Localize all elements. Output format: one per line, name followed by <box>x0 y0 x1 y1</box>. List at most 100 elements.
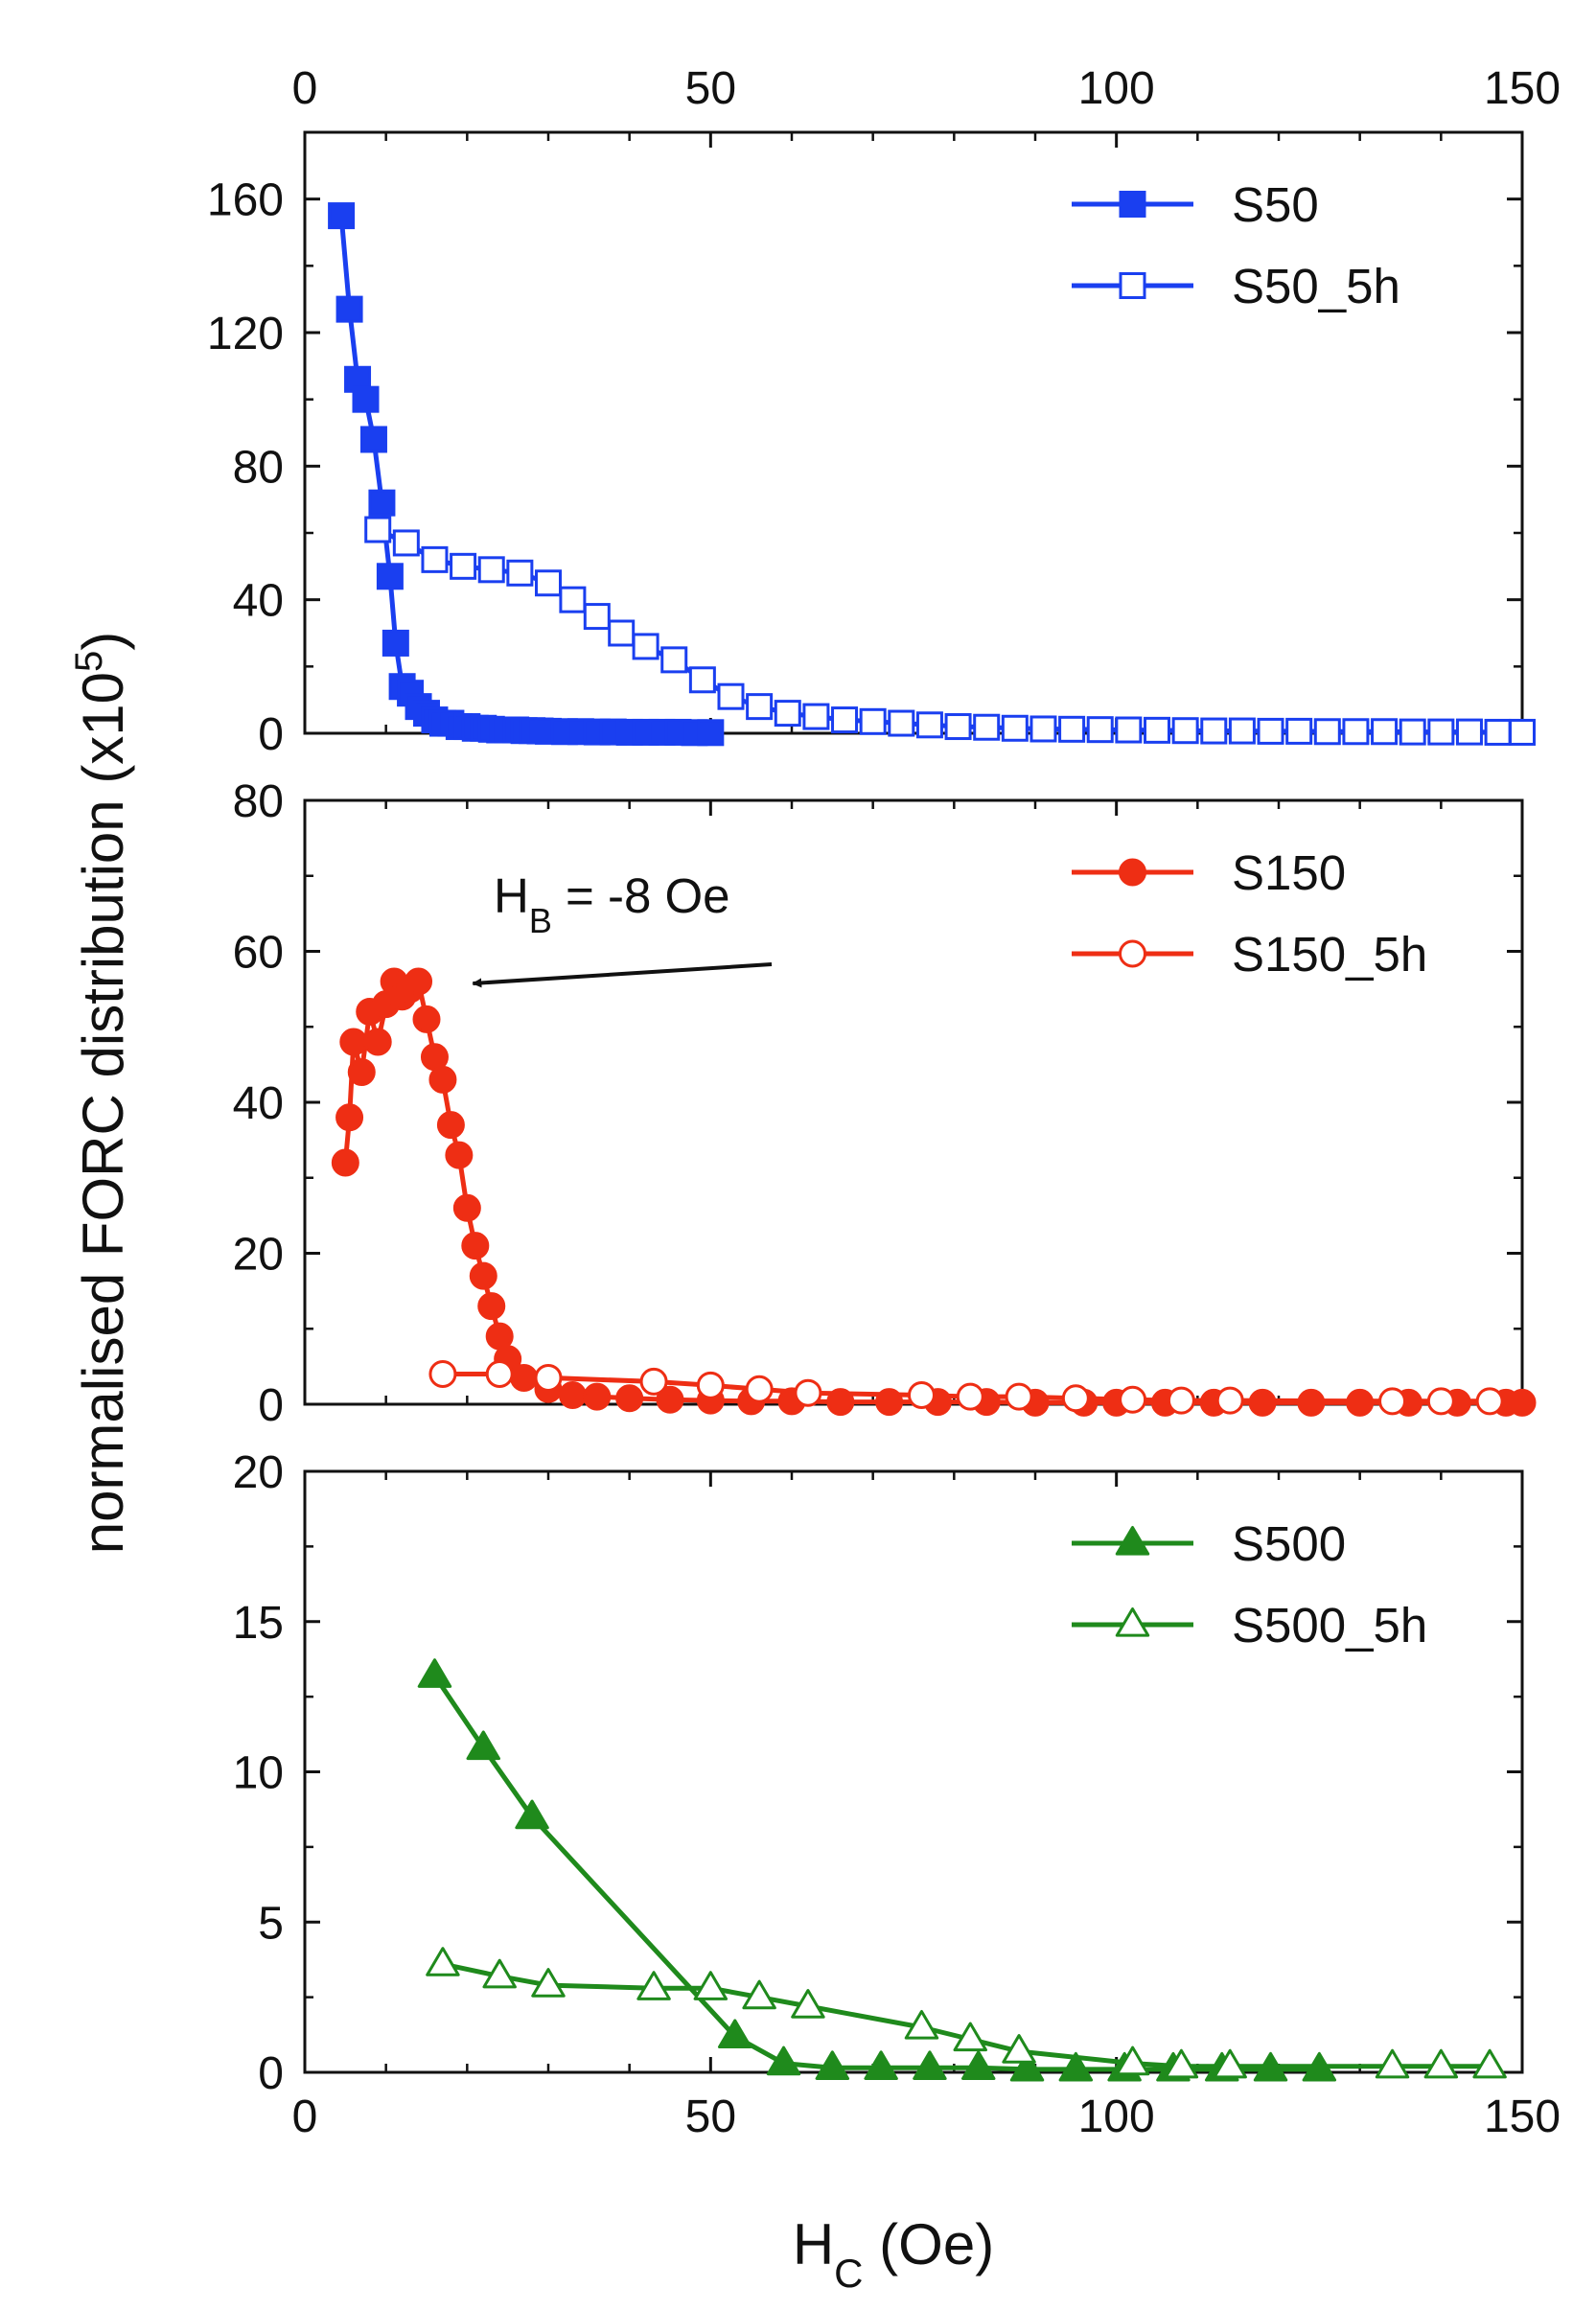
legend-marker <box>1119 858 1146 887</box>
series-s500 <box>417 1658 1337 2082</box>
legend-entry-s500-5h: S500_5h <box>1072 1598 1427 1652</box>
series-s50-5h-point <box>973 713 1001 741</box>
series-s50-5h-point <box>1200 717 1228 745</box>
series-s150-point <box>558 1381 587 1410</box>
series-s50 <box>328 202 725 747</box>
middle-panel: 0 20 40 60 80 S150 S150_5h <box>233 776 1537 1431</box>
series-s50-point <box>328 202 356 230</box>
series-s500-5h-line <box>442 1961 1491 2069</box>
series-s150-5h-point <box>1215 1386 1244 1415</box>
y-axis-title-sup: 5 <box>68 651 110 672</box>
top-panel-y-tick-label: 40 <box>233 576 284 627</box>
series-s50-5h-point <box>1001 714 1029 742</box>
series-s50-5h-point <box>1313 718 1341 746</box>
top-panel-x-tick-label-top: 100 <box>1078 63 1155 114</box>
series-s50-5h-point <box>450 552 477 580</box>
top-panel-frame <box>303 130 1524 735</box>
series-s50-5h-point <box>392 529 420 557</box>
series-s50-5h-point <box>1455 718 1483 746</box>
series-s50-point <box>359 426 387 453</box>
series-s150-5h-point <box>1061 1384 1090 1413</box>
bottom-panel-y-tick-label: 20 <box>233 1447 284 1498</box>
top-panel-y-tick-label: 80 <box>233 442 284 493</box>
series-s50-5h-point <box>1171 717 1199 745</box>
series-s500-point <box>1058 2051 1094 2082</box>
legend-label: S50 <box>1232 177 1319 232</box>
series-s500-point <box>864 2050 898 2080</box>
bottom-panel-y-tick-label: 5 <box>258 1898 284 1949</box>
series-s150-5h-point <box>794 1378 822 1407</box>
series-s150-point <box>412 1005 441 1033</box>
top-panel-x-tick-label-top: 150 <box>1484 63 1561 114</box>
series-s500-5h-point <box>1423 2048 1459 2079</box>
x-axis-title-main: H <box>793 2212 834 2276</box>
series-s150-line <box>342 979 1522 1405</box>
series-s50-5h-point <box>802 703 830 730</box>
series-s150-5h-point <box>907 1381 936 1410</box>
series-s50-point <box>382 629 409 657</box>
series-s50-point <box>352 385 380 413</box>
series-s150-5h-point <box>428 1360 457 1388</box>
legend-marker <box>1119 272 1146 299</box>
series-s50-point <box>376 563 404 590</box>
legend-marker <box>1119 191 1146 218</box>
series-s500-5h-point <box>1002 2034 1036 2064</box>
series-s150-point <box>420 1043 449 1072</box>
series-s50-5h-point <box>717 682 745 710</box>
series-s50-5h-point <box>1371 718 1399 746</box>
series-s50-5h-point <box>364 516 392 543</box>
series-s150-point <box>615 1384 644 1413</box>
legend-label: S150 <box>1232 845 1346 900</box>
series-s150-5h-point <box>745 1375 774 1403</box>
hb-annotation-suffix: = -8 Oe <box>552 868 730 923</box>
series-s50-5h-point <box>632 633 659 660</box>
series-s150-point <box>477 1292 506 1321</box>
legend-marker <box>1119 939 1146 968</box>
y-axis-title-main: normalised FORC distribution (x10 <box>71 672 135 1554</box>
series-s150-5h-point <box>1475 1387 1504 1416</box>
legend-marker <box>1115 1526 1150 1556</box>
series-s150-5h-point <box>639 1367 668 1396</box>
legend-entry-s150-5h: S150_5h <box>1072 927 1427 982</box>
series-s500-point <box>1009 2051 1045 2082</box>
series-s150-5h-point <box>1005 1382 1033 1411</box>
series-s500-point <box>417 1658 452 1688</box>
series-s500-point <box>515 1799 549 1830</box>
series-s500-5h-point <box>636 1971 671 2000</box>
legend-label: S50_5h <box>1232 259 1400 313</box>
series-s50-5h-point <box>1086 716 1114 744</box>
series-s50-5h-point <box>1228 717 1256 745</box>
series-s150-5h-point <box>1378 1387 1407 1416</box>
bottom-panel-y-tick-label: 10 <box>233 1748 284 1799</box>
middle-panel-y-tick-label: 40 <box>233 1078 284 1129</box>
series-s500-5h <box>426 1947 1507 2079</box>
middle-panel-y-tick-label: 80 <box>233 776 284 827</box>
series-s50-5h-point <box>660 646 688 674</box>
series-s50-5h-point <box>688 666 716 694</box>
hb-annotation-text: HB = -8 Oe <box>494 868 730 940</box>
series-s500-5h-point <box>1164 2048 1199 2079</box>
series-s50-5h-point <box>1342 718 1370 746</box>
series-s50-5h-point <box>1285 717 1313 745</box>
series-s50-5h-point <box>583 603 611 631</box>
top-panel-x-tick-label-top: 50 <box>685 63 736 114</box>
legend-label: S500 <box>1232 1516 1346 1571</box>
series-s50-5h-point <box>859 707 887 735</box>
legend-label: S500_5h <box>1232 1598 1427 1652</box>
series-s150-point <box>428 1065 457 1094</box>
series-s500-point <box>960 2050 996 2080</box>
series-s150-5h-point <box>485 1360 514 1388</box>
bottom-panel-x-tick-label: 50 <box>685 2091 736 2142</box>
top-panel-y-tick-label: 120 <box>207 309 284 359</box>
series-s50-5h-point <box>535 569 562 597</box>
series-s150-point <box>469 1261 497 1290</box>
series-s150-point <box>347 1058 376 1086</box>
series-s500-point <box>717 2019 752 2049</box>
series-s500-5h-point <box>1375 2048 1410 2079</box>
hb-annotation: HB = -8 Oe <box>472 868 773 988</box>
series-s500-5h-point <box>791 1989 825 2019</box>
series-s500-5h-point <box>904 2009 939 2040</box>
series-s150-5h <box>428 1360 1504 1416</box>
top-panel: 0 40 80 120 160 0 50 100 150 S50 S50_5h <box>207 63 1561 760</box>
series-s500-line <box>432 1674 1320 2072</box>
